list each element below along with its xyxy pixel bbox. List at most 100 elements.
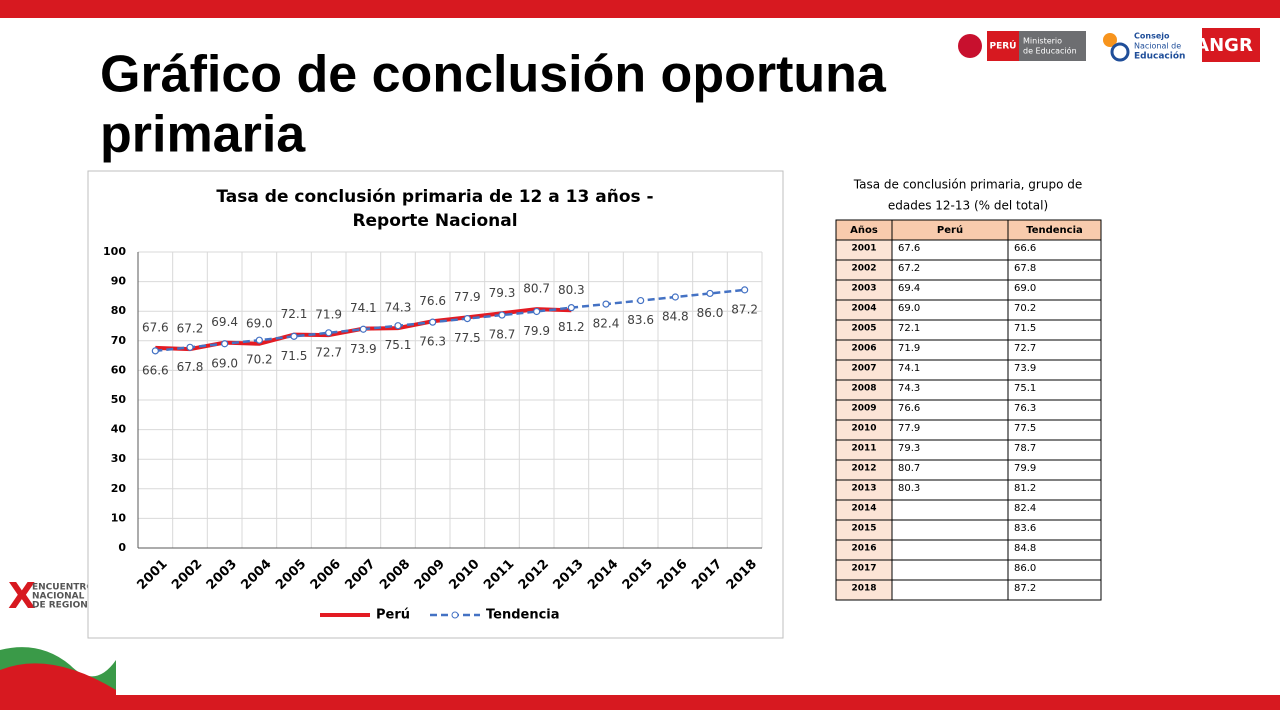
data-label: 67.8 [177, 360, 204, 374]
table-cell: 73.9 [1014, 363, 1036, 374]
data-label: 80.3 [558, 283, 585, 297]
table-cell: 82.4 [1014, 503, 1036, 514]
table-cell: 72.7 [1014, 343, 1036, 354]
value-cell [891, 419, 1102, 441]
table-cell: 78.7 [1014, 443, 1036, 454]
y-tick-label: 10 [111, 511, 127, 524]
logo-text: Nacional de [1134, 42, 1181, 51]
table-cell: 69.0 [1014, 283, 1036, 294]
marker [186, 343, 194, 351]
data-label: 76.6 [419, 294, 446, 308]
logo-cne [1110, 42, 1130, 62]
marker [533, 307, 541, 316]
data-label: 69.0 [211, 356, 238, 370]
table-cell: 80.7 [898, 463, 920, 474]
table-title: edades 12-13 (% del total) [888, 199, 1048, 213]
value-cell [891, 559, 1102, 581]
table-cell: 71.5 [1014, 323, 1036, 334]
value-cell [891, 459, 1102, 481]
data-label: 81.2 [558, 320, 585, 334]
marker [463, 315, 471, 323]
table-cell: 83.6 [1014, 523, 1036, 534]
table-cell: 86.0 [1014, 563, 1036, 574]
data-label: 77.9 [454, 290, 481, 304]
table-title: Tasa de conclusión primaria, grupo de [853, 178, 1082, 192]
table-cell: 67.8 [1014, 263, 1036, 274]
header-cell: Tendencia [1026, 225, 1083, 236]
data-label: 86.0 [697, 306, 724, 320]
value-cell [891, 299, 1102, 321]
table-cell: 80.3 [898, 483, 920, 494]
table-cell: 77.5 [1014, 423, 1036, 434]
table-cell: 84.8 [1014, 543, 1036, 554]
y-tick-label: 90 [111, 275, 127, 288]
legend-label: Perú [376, 608, 410, 623]
data-label: 66.6 [142, 363, 169, 377]
value-cell [891, 339, 1102, 361]
table-cell: 67.6 [898, 243, 920, 254]
slide-title: primaria [100, 106, 306, 164]
value-cell [891, 259, 1102, 281]
table-cell: 2006 [851, 344, 876, 354]
logo-text: PERÚ [990, 40, 1017, 52]
table-cell: 79.3 [898, 443, 920, 454]
table-cell: 2003 [851, 284, 876, 294]
encuentro-x: X [8, 576, 36, 617]
data-label: 78.7 [489, 328, 516, 342]
data-label: 71.5 [281, 349, 308, 363]
value-cell [891, 479, 1102, 501]
data-label: 75.1 [385, 338, 412, 352]
encuentro-text: NACIONAL [32, 592, 85, 602]
logo-peru-box [987, 31, 1019, 61]
data-label: 76.3 [419, 335, 446, 349]
table-cell: 2016 [851, 544, 876, 554]
table-cell: 69.0 [898, 303, 920, 314]
marker [637, 296, 645, 305]
data-label: 74.1 [350, 301, 377, 315]
data-label: 82.4 [593, 317, 620, 331]
marker [706, 289, 714, 298]
table-cell: 2005 [851, 324, 876, 334]
logo-text: Consejo [1134, 32, 1170, 41]
data-label: 80.7 [523, 282, 550, 296]
marker [602, 300, 610, 308]
data-label: 74.3 [385, 301, 412, 315]
table-cell: 71.9 [898, 343, 920, 354]
table-cell: 81.2 [1014, 483, 1036, 494]
data-label: 79.9 [523, 324, 550, 338]
y-tick-label: 60 [111, 363, 127, 376]
table-cell: 2002 [851, 264, 876, 274]
data-label: 87.2 [731, 302, 758, 316]
legend-marker [451, 611, 459, 619]
table-cell: 2018 [851, 584, 876, 594]
logo-text: Ministerio [1023, 37, 1062, 46]
logo-angr [1202, 28, 1260, 62]
chart-frame [87, 170, 784, 639]
value-cell [891, 519, 1102, 541]
encuentro-text: ENCUENTRO [32, 583, 94, 593]
data-label: 77.5 [454, 331, 481, 345]
table-cell: 2009 [851, 404, 876, 414]
table-cell: 75.1 [1014, 383, 1036, 394]
legend-label: Tendencia [486, 608, 560, 623]
value-cell [891, 499, 1102, 521]
data-label: 72.1 [281, 307, 308, 321]
logo-text: Educación [1134, 51, 1185, 62]
encuentro-text: DE REGIONES [32, 601, 100, 611]
header-cell: Perú [937, 224, 963, 236]
y-tick-label: 40 [111, 423, 127, 436]
data-label: 70.2 [246, 353, 273, 367]
y-tick-label: 20 [111, 482, 127, 495]
table-cell: 87.2 [1014, 583, 1036, 594]
value-cell [891, 579, 1102, 601]
top-bar [0, 0, 1280, 18]
marker [394, 322, 402, 330]
value-cell [891, 439, 1102, 461]
logo-emblem [958, 34, 982, 58]
chart-title: Reporte Nacional [352, 211, 517, 231]
value-cell [891, 239, 1102, 261]
table-cell: 2011 [851, 444, 876, 454]
logo-cne [1103, 33, 1117, 47]
table-cell: 2008 [851, 384, 876, 394]
